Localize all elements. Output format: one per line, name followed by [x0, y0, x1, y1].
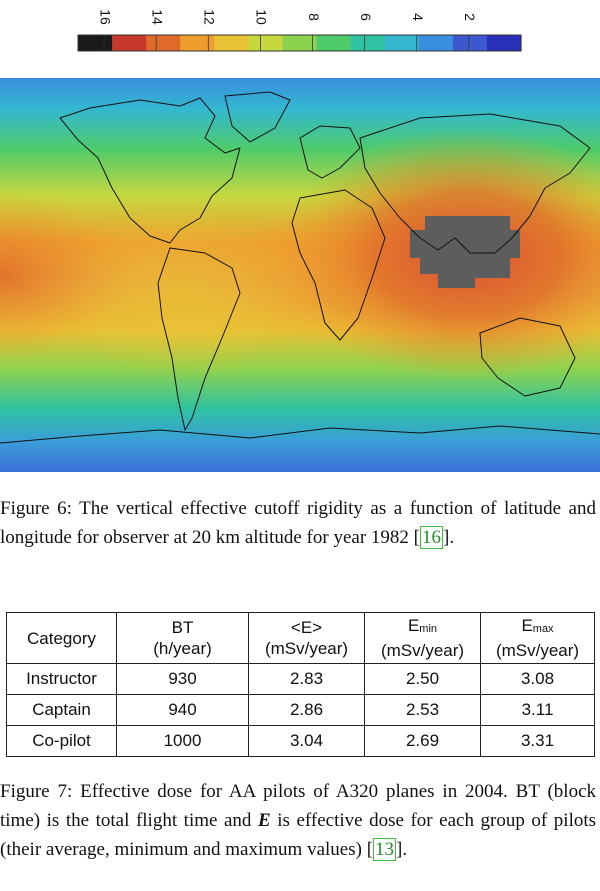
- figure-6-caption: Figure 6: The vertical effective cutoff …: [0, 498, 596, 549]
- north-america-coast: [59, 97, 241, 244]
- figure-7-symbol: E: [257, 810, 271, 831]
- greenland-coast: [224, 91, 291, 143]
- cell-e-min: 2.50: [364, 663, 481, 695]
- cell-e-max: 3.11: [480, 694, 595, 726]
- cell-e-average: 3.04: [248, 725, 365, 757]
- cell-category: Co-pilot: [6, 725, 117, 757]
- colorbar-segment: [282, 35, 318, 51]
- colorbar-tick-label: 14: [149, 9, 165, 25]
- figure-7-label: Figure 7:: [0, 781, 73, 802]
- colorbar-segment: [180, 35, 215, 51]
- cell-e-average: 2.86: [248, 694, 365, 726]
- figure-6-text: The vertical effective cutoff rigidity a…: [0, 498, 596, 548]
- header-e-max: Emax (mSv/year): [480, 612, 595, 664]
- asia-coast: [359, 113, 591, 254]
- colorbar-tick-label: 16: [97, 9, 113, 25]
- pilot-dose-table: Category BT (h/year) <E> (mSv/year) Emin (m…: [6, 612, 595, 757]
- colorbar-segment: [78, 35, 113, 51]
- cell-bt: 940: [116, 694, 249, 726]
- figure-7-caption: Figure 7: Effective dose for AA pilots o…: [0, 781, 597, 861]
- max-rigidity-region: [410, 216, 520, 288]
- figure-7-end: .: [402, 839, 408, 860]
- south-america-coast: [157, 247, 241, 431]
- colorbar-tick-label: 12: [202, 9, 218, 25]
- figure-6-reference-link[interactable]: 16: [420, 526, 443, 549]
- colorbar-tick-label: 4: [410, 13, 426, 21]
- figure-7-text-a: Effective dose for AA pilots of A320 pla…: [0, 781, 597, 831]
- cell-e-average: 2.83: [248, 663, 365, 695]
- colorbar-tick-label: 10: [254, 9, 270, 25]
- colorbar-segment: [214, 35, 249, 51]
- coastlines: [0, 91, 600, 444]
- table-row: Instructor 930 2.83 2.50 3.08: [6, 663, 595, 695]
- colorbar-segment: [452, 35, 488, 51]
- cell-e-max: 3.31: [480, 725, 595, 757]
- colorbar-tick-label: 2: [462, 13, 478, 21]
- colorbar-segment: [316, 35, 352, 51]
- cell-e-max: 3.08: [480, 663, 595, 695]
- australia-coast: [479, 317, 576, 397]
- africa-coast: [291, 189, 386, 341]
- cell-category: Instructor: [6, 663, 117, 695]
- cell-bt: 1000: [116, 725, 249, 757]
- colorbar-tick-label: 8: [306, 13, 322, 21]
- figure-6-end: .: [449, 527, 455, 548]
- colorbar-frame: [77, 34, 522, 52]
- cell-category: Captain: [6, 694, 117, 726]
- figure-7-text-b: is effective dose for each group of pilo…: [0, 810, 597, 860]
- antarctica-coast: [0, 425, 600, 444]
- table-header-row: Category BT (h/year) <E> (mSv/year) Emin (m…: [6, 612, 595, 664]
- colorbar-segment: [248, 35, 284, 51]
- colorbar-segment: [486, 35, 522, 51]
- cell-e-min: 2.69: [364, 725, 481, 757]
- europe-coast: [299, 125, 361, 179]
- cutoff-rigidity-world-map: [0, 78, 600, 472]
- table-row: Captain 940 2.86 2.53 3.11: [6, 694, 595, 726]
- header-e-min: Emin (mSv/year): [364, 612, 481, 664]
- figure-7-reference-link[interactable]: 13: [373, 838, 397, 861]
- cell-e-min: 2.53: [364, 694, 481, 726]
- colorbar: 16 14 12 10 8 6 4 2: [77, 9, 522, 52]
- table-row: Co-pilot 1000 3.04 2.69 3.31: [6, 725, 595, 757]
- header-e-average: <E> (mSv/year): [248, 612, 365, 664]
- figure-6-label: Figure 6:: [0, 498, 72, 519]
- colorbar-segment: [384, 35, 420, 51]
- header-category: Category: [6, 612, 117, 664]
- colorbar-segment: [350, 35, 386, 51]
- cell-bt: 930: [116, 663, 249, 695]
- colorbar-segment: [112, 35, 147, 51]
- colorbar-segment: [146, 35, 181, 51]
- colorbar-segment: [418, 35, 454, 51]
- colorbar-tick-label: 6: [358, 13, 374, 21]
- header-bt: BT (h/year): [116, 612, 249, 664]
